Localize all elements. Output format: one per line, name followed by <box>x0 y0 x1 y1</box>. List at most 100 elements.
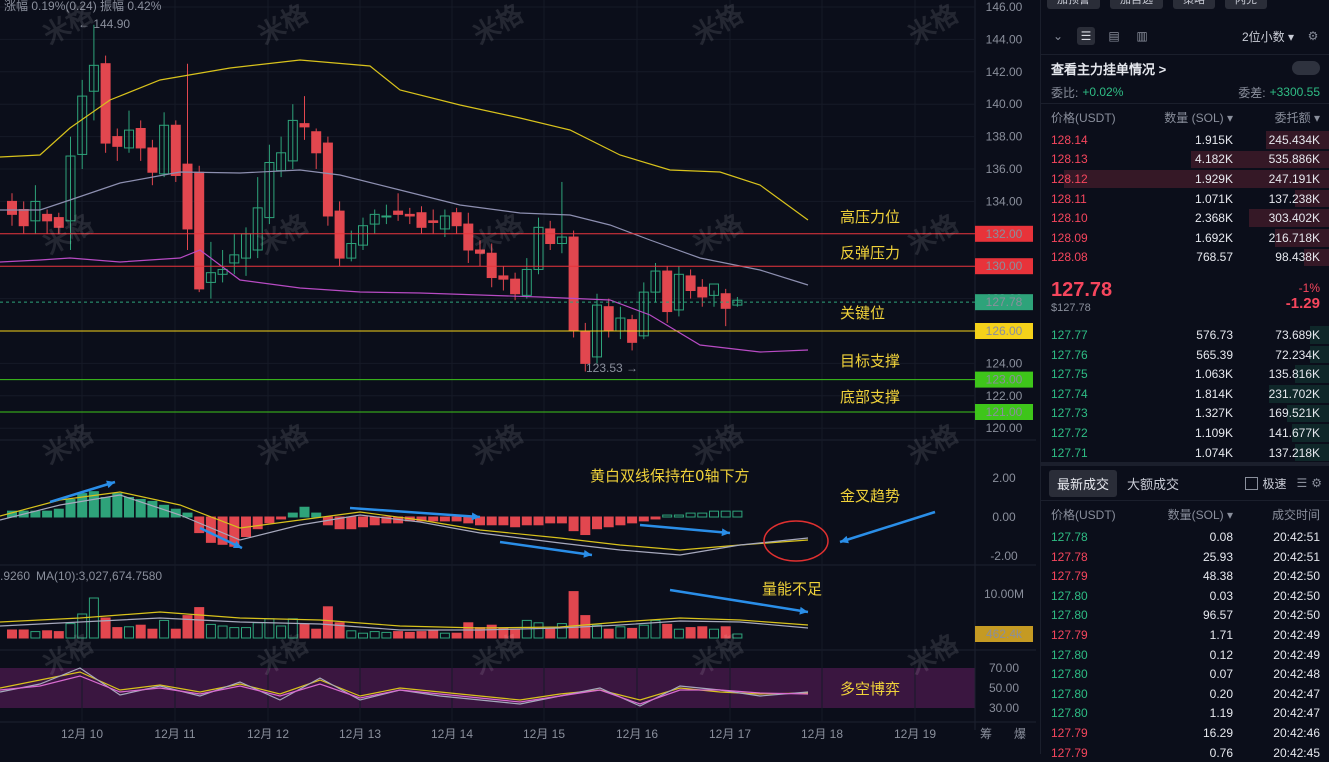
orderbook-asks-view-icon[interactable]: ▥ <box>1136 29 1148 43</box>
last-price: 127.78 <box>1051 278 1113 301</box>
price-tick: 144.00 <box>986 32 1023 46</box>
volume-bar <box>533 622 544 639</box>
orderbook-bids-view-icon[interactable]: ▤ <box>1108 29 1120 43</box>
ask-row[interactable]: 128.12 1.929K 247.191K <box>1041 169 1329 189</box>
macd-bar <box>592 516 602 530</box>
volume-bar <box>229 627 240 639</box>
ask-total: 245.434K <box>1268 132 1320 147</box>
bid-qty: 1.327K <box>1194 406 1233 421</box>
bid-row[interactable]: 127.72 1.109K 141.677K <box>1041 423 1329 443</box>
qty-column-header[interactable]: 数量 (SOL) ▾ <box>1164 110 1233 125</box>
macd-bar <box>463 516 474 524</box>
price-level-value: 132.00 <box>986 227 1023 241</box>
add-alert-tab[interactable]: 加预警 <box>1047 0 1100 9</box>
ask-price: 128.08 <box>1051 250 1088 265</box>
bid-depth-bar <box>1309 326 1329 344</box>
bearish-candle <box>720 293 731 309</box>
ratio-label: 委比: <box>1051 85 1079 100</box>
chevron-down-icon[interactable]: ⌄ <box>1052 29 1064 43</box>
macd-bar <box>252 516 263 530</box>
liquidation-icon: 爆 <box>1014 727 1026 741</box>
candlestick-chart[interactable]: 146.00 144.00 142.00 140.00 138.00 136.00 134.… <box>0 0 1036 754</box>
macd-tick: 0.00 <box>992 510 1016 524</box>
volume-bar <box>30 631 41 639</box>
bearish-candle <box>685 275 696 292</box>
macd-bar <box>311 512 322 518</box>
ask-row[interactable]: 128.13 4.182K 535.886K <box>1041 150 1329 170</box>
bid-total: 72.234K <box>1275 347 1320 362</box>
price-tick: 136.00 <box>986 162 1023 176</box>
volume-bar <box>299 623 310 639</box>
level-annotation: 高压力位 <box>840 208 900 226</box>
change-absolute: -1.29 <box>1285 294 1320 312</box>
price-tick: 120.00 <box>986 421 1023 435</box>
large-trades-tab[interactable]: 大额成交 <box>1127 476 1180 492</box>
settings-gear-icon[interactable]: ⚙ <box>1311 476 1322 491</box>
ask-row[interactable]: 128.10 2.368K 303.402K <box>1041 208 1329 228</box>
bid-row[interactable]: 127.74 1.814K 231.702K <box>1041 384 1329 404</box>
fast-mode-label: 极速 <box>1262 476 1287 491</box>
bid-row[interactable]: 127.73 1.327K 169.521K <box>1041 404 1329 424</box>
volume-bar <box>615 626 626 639</box>
upper-band-line <box>0 59 809 221</box>
level-annotation: 反弹压力 <box>840 244 900 262</box>
total-column-header[interactable]: 委托额 ▾ <box>1274 110 1320 125</box>
bid-row[interactable]: 127.71 1.074K 137.218K <box>1041 443 1329 463</box>
bid-row[interactable]: 127.76 565.39 72.234K <box>1041 345 1329 365</box>
bid-total: 169.521K <box>1268 406 1320 421</box>
trade-qty-header[interactable]: 数量(SOL) ▾ <box>1167 507 1233 522</box>
bullish-candle <box>673 273 684 311</box>
trades-list: 127.78 0.08 20:42:51 127.78 25.93 20:42:51 127… <box>1041 527 1329 762</box>
diff-value: +3300.55 <box>1269 85 1320 99</box>
orderbook-both-view-icon[interactable]: ☰ <box>1077 27 1095 45</box>
bearish-candle <box>18 209 29 227</box>
bid-row[interactable]: 127.77 576.73 73.689K <box>1041 325 1329 345</box>
ask-total: 535.886K <box>1268 152 1320 167</box>
checkbox-icon <box>1245 476 1259 490</box>
bearish-candle <box>7 200 17 215</box>
trend-arrow <box>839 510 936 544</box>
macd-bar <box>510 516 521 528</box>
main-orders-link[interactable]: 查看主力挂单情况 > <box>1041 55 1329 81</box>
trend-arrow <box>349 506 481 519</box>
bid-depth-bar <box>1295 365 1329 383</box>
macd-bar <box>42 510 53 518</box>
fast-mode-checkbox[interactable]: 极速 ☰ ⚙ <box>1245 475 1322 492</box>
bearish-candle <box>404 213 415 217</box>
price-level-value: 126.00 <box>986 324 1023 338</box>
trade-qty: 1.71 <box>1209 628 1233 643</box>
bearish-candle <box>112 136 123 147</box>
volume-bar <box>428 630 439 639</box>
bearish-candle <box>486 252 497 279</box>
filter-icon[interactable]: ☰ <box>1296 476 1308 491</box>
ask-row[interactable]: 128.08 768.57 98.438K <box>1041 248 1329 268</box>
strategy-tab[interactable]: 策略 <box>1173 0 1215 9</box>
settings-gear-icon[interactable]: ⚙ <box>1307 29 1319 43</box>
latest-trades-tab[interactable]: 最新成交 <box>1049 469 1118 497</box>
add-watchlist-tab[interactable]: 加自选 <box>1110 0 1163 9</box>
main-orders-toggle[interactable] <box>1292 61 1320 75</box>
bid-qty: 1.063K <box>1194 367 1233 382</box>
ask-total: 303.402K <box>1268 211 1320 226</box>
arrow-head <box>106 480 115 489</box>
ask-qty: 4.182K <box>1194 152 1233 167</box>
volume-bar <box>697 626 708 639</box>
ask-row[interactable]: 128.11 1.071K 137.238K <box>1041 189 1329 209</box>
trade-price: 127.80 <box>1051 686 1088 701</box>
bid-row[interactable]: 127.75 1.063K 135.816K <box>1041 364 1329 384</box>
date-tick: 12月 17 <box>709 727 751 741</box>
arrow-head <box>799 606 808 615</box>
low-price-label: 123.53 → <box>586 361 638 375</box>
ask-row[interactable]: 128.09 1.692K 216.718K <box>1041 228 1329 248</box>
bearish-candle <box>416 212 427 228</box>
volume-bar <box>498 627 509 639</box>
bid-price: 127.76 <box>1051 347 1088 362</box>
bullish-candle <box>264 162 275 219</box>
trade-price: 127.80 <box>1051 588 1088 603</box>
swap-tab[interactable]: 闪兑 <box>1225 0 1267 9</box>
precision-select[interactable]: 2位小数 ▾ <box>1241 29 1294 44</box>
trade-time: 20:42:49 <box>1273 628 1320 643</box>
volume-bar <box>159 619 170 639</box>
ask-row[interactable]: 128.14 1.915K 245.434K <box>1041 130 1329 150</box>
volume-bar <box>170 628 181 639</box>
